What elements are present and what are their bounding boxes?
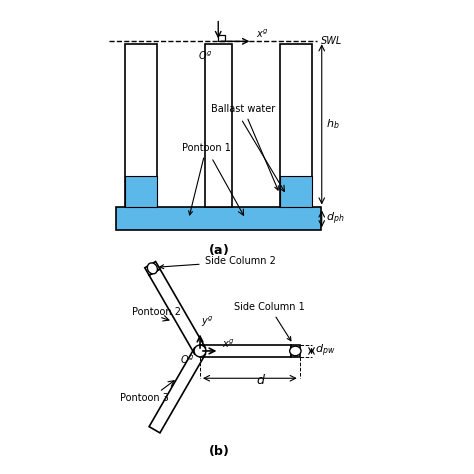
Text: $O^g$: $O^g$ [180, 353, 195, 365]
Text: Pontoon 3: Pontoon 3 [120, 393, 169, 403]
Bar [280, 44, 311, 208]
Bar [116, 208, 320, 230]
Bar [125, 44, 157, 208]
Text: $x^g$: $x^g$ [222, 337, 234, 350]
Text: $y^g$: $y^g$ [201, 315, 214, 329]
Ellipse shape [147, 263, 157, 274]
Bar [125, 175, 157, 208]
Text: $O^g$: $O^g$ [199, 49, 213, 62]
Text: $x^g$: $x^g$ [256, 28, 268, 40]
Bar [280, 175, 311, 208]
Text: $d_{pw}$: $d_{pw}$ [315, 343, 335, 359]
Text: Ballast water: Ballast water [211, 104, 278, 190]
Text: Pontoon 1: Pontoon 1 [182, 143, 231, 215]
Text: $h_b$: $h_b$ [326, 118, 340, 131]
Text: $\bf{(b)}$: $\bf{(b)}$ [208, 443, 229, 458]
Text: Side Column 2: Side Column 2 [160, 256, 275, 269]
Bar [291, 345, 300, 357]
Text: $d_{ph}$: $d_{ph}$ [326, 210, 345, 227]
Bar [218, 35, 225, 41]
Ellipse shape [290, 346, 301, 356]
Text: Pontoon 2: Pontoon 2 [132, 307, 181, 317]
Bar [200, 345, 291, 357]
Bar [205, 44, 232, 208]
Ellipse shape [194, 345, 206, 357]
Text: Side Column 1: Side Column 1 [234, 302, 305, 341]
Text: SWL: SWL [320, 36, 342, 46]
Text: $d$: $d$ [256, 373, 266, 387]
Text: $\bf{(a)}$: $\bf{(a)}$ [208, 242, 228, 256]
